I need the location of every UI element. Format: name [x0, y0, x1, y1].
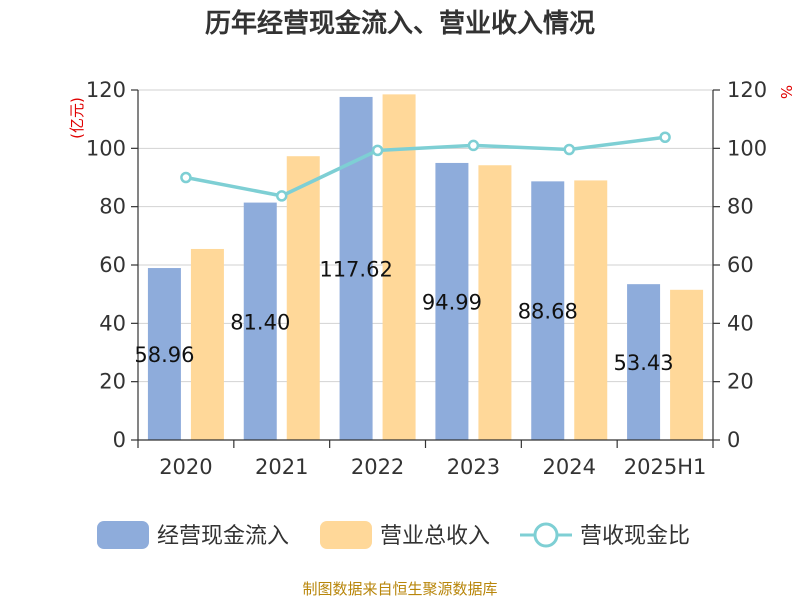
axes: 0 20 40 60 80 100 120 0 20 40 60 80 100 120 2020 2021 20… [86, 78, 767, 479]
source-note: 制图数据来自恒生聚源数据库 [302, 580, 497, 598]
legend-swatch-s0 [97, 521, 149, 549]
y-left-unit: (亿元) [68, 97, 86, 139]
grid [138, 89, 713, 383]
line-point-2022 [371, 144, 384, 157]
y-right-tick-label-3: 60 [727, 253, 754, 277]
data-label-2024: 88.68 [518, 300, 578, 324]
x-tick-label-2023: 2023 [447, 455, 500, 479]
y-left-tick-label-3: 60 [99, 253, 126, 277]
y-left-tick-label-2: 40 [99, 311, 126, 335]
y-left-tick-label-6: 120 [86, 78, 126, 102]
y-left-tick-label-5: 100 [86, 136, 126, 160]
data-label-2022: 117.62 [319, 257, 392, 281]
legend-swatch-marker-s2 [533, 522, 559, 548]
data-labels: 58.96 81.40 117.62 94.99 88.68 53.43 [134, 257, 673, 375]
bar-2025h1-s1 [670, 289, 704, 440]
bar-2020-s1 [190, 248, 224, 440]
line-point-2023 [467, 139, 480, 152]
legend-swatch-s1 [320, 521, 372, 549]
line-point-2021 [276, 190, 288, 202]
x-tick-label-2022: 2022 [351, 455, 404, 479]
bars [147, 94, 704, 441]
bar-2022-s1 [382, 94, 416, 440]
y-left-tick-label-4: 80 [99, 195, 126, 219]
x-tick-label-2025h1: 2025H1 [624, 455, 707, 479]
x-tick-label-2024: 2024 [543, 455, 596, 479]
bar-2020-s0 [147, 268, 181, 440]
x-tick-label-2020: 2020 [159, 455, 212, 479]
data-label-2023: 94.99 [422, 290, 482, 314]
bar-2021-s1 [286, 156, 320, 441]
y-left-tick-label-0: 0 [113, 428, 126, 452]
y-right-tick-label-5: 100 [727, 136, 767, 160]
legend: 经营现金流入 营业总收入 营收现金比 [97, 521, 690, 549]
legend-label-s0: 经营现金流入 [157, 524, 289, 549]
data-label-2021: 81.40 [230, 310, 290, 334]
ratio-line [180, 131, 671, 202]
y-left-tick-label-1: 20 [99, 370, 126, 394]
legend-label-s2: 营收现金比 [580, 524, 690, 549]
line-point-2024 [563, 143, 575, 156]
y-right-tick-label-0: 0 [727, 428, 740, 452]
chart-title: 历年经营现金流入、营业收入情况 [205, 8, 595, 39]
bar-2023-s0 [435, 162, 469, 440]
bar-2024-s1 [574, 180, 608, 440]
line-point-2020 [180, 171, 192, 184]
bar-2023-s1 [478, 165, 512, 440]
y-right-unit: % [777, 85, 795, 99]
line-point-2025h1 [659, 131, 671, 143]
line-path-s2 [185, 135, 666, 198]
data-label-2025h1: 53.43 [614, 351, 674, 375]
data-label-2020: 58.96 [134, 343, 194, 367]
y-right-tick-label-1: 20 [727, 370, 754, 394]
x-tick-label-2021: 2021 [255, 455, 308, 479]
y-right-tick-label-4: 80 [727, 195, 754, 219]
bar-2025h1-s0 [627, 284, 661, 440]
y-right-tick-label-2: 40 [727, 311, 754, 335]
legend-label-s1: 营业总收入 [380, 524, 490, 549]
bar-2024-s0 [531, 181, 565, 440]
bar-2021-s0 [243, 202, 277, 440]
y-right-tick-label-6: 120 [727, 78, 767, 102]
